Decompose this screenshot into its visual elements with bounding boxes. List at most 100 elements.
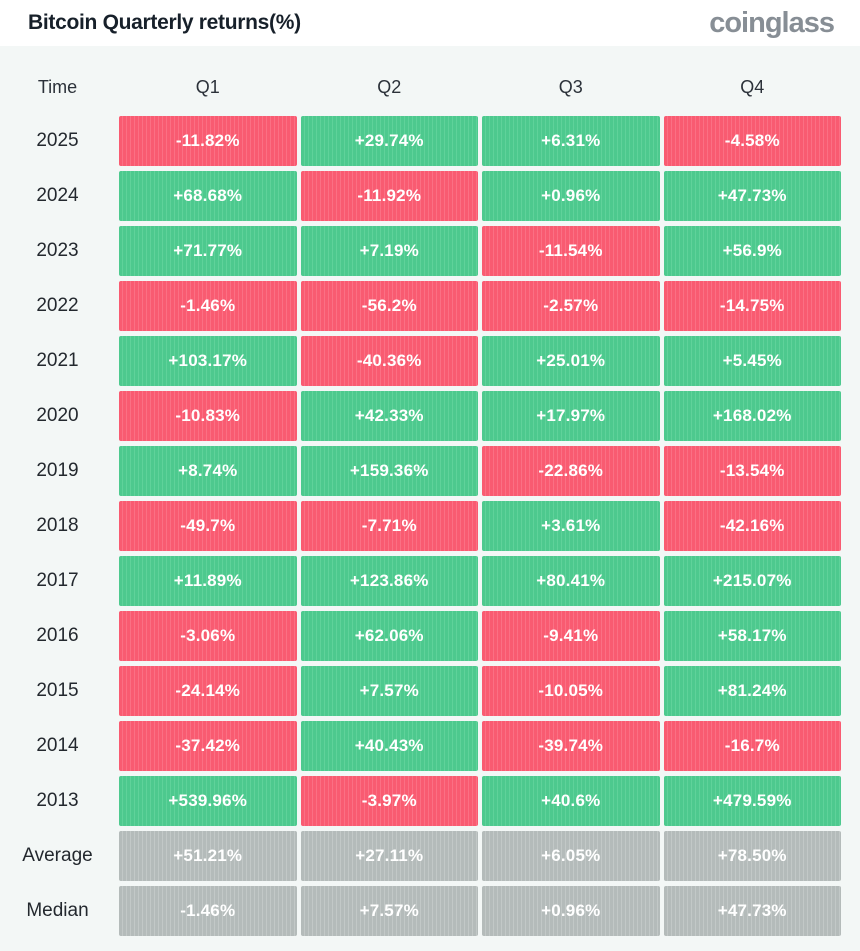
return-cell: -22.86%: [482, 446, 660, 496]
return-cell: +8.74%: [119, 446, 297, 496]
table-row: 2016 -3.06% +62.06% -9.41% +58.17%: [0, 611, 841, 661]
row-label: 2025: [36, 130, 79, 151]
return-cell: +6.05%: [482, 831, 660, 881]
return-cell: +5.45%: [663, 336, 841, 386]
return-cell: +29.74%: [300, 116, 478, 166]
return-cell: +103.17%: [119, 336, 297, 386]
row-label: 2017: [36, 570, 79, 591]
return-cell: +7.19%: [300, 226, 478, 276]
table-row: 2018 -49.7% -7.71% +3.61% -42.16%: [0, 501, 841, 551]
return-cell: +123.86%: [300, 556, 478, 606]
return-cell: -9.41%: [482, 611, 660, 661]
return-cell: +71.77%: [119, 226, 297, 276]
return-cell: -11.54%: [482, 226, 660, 276]
return-cell: -13.54%: [663, 446, 841, 496]
row-label: 2015: [36, 680, 79, 701]
return-cell: +47.73%: [663, 171, 841, 221]
return-cell: -7.71%: [300, 501, 478, 551]
return-cell: +17.97%: [482, 391, 660, 441]
return-cell: -40.36%: [300, 336, 478, 386]
return-cell: -11.92%: [300, 171, 478, 221]
return-cell: -24.14%: [119, 666, 297, 716]
table-row: 2024 +68.68% -11.92% +0.96% +47.73%: [0, 171, 841, 221]
return-cell: -2.57%: [482, 281, 660, 331]
table-row: Average +51.21% +27.11% +6.05% +78.50%: [0, 831, 841, 881]
row-label: Average: [22, 845, 93, 866]
return-cell: +11.89%: [119, 556, 297, 606]
return-cell: -16.7%: [663, 721, 841, 771]
row-label: 2024: [36, 185, 79, 206]
column-header-time: Time: [37, 76, 78, 97]
column-header-q2: Q2: [377, 76, 402, 97]
return-cell: +80.41%: [482, 556, 660, 606]
return-cell: -10.05%: [482, 666, 660, 716]
table-row: 2019 +8.74% +159.36% -22.86% -13.54%: [0, 446, 841, 496]
return-cell: +0.96%: [482, 886, 660, 936]
table-row: Median -1.46% +7.57% +0.96% +47.73%: [0, 886, 841, 936]
row-label: 2016: [36, 625, 79, 646]
return-cell: +81.24%: [663, 666, 841, 716]
return-cell: -3.06%: [119, 611, 297, 661]
column-header-row: Time Q1 Q2 Q3 Q4: [0, 46, 841, 116]
return-cell: +25.01%: [482, 336, 660, 386]
return-cell: -10.83%: [119, 391, 297, 441]
table-row: 2015 -24.14% +7.57% -10.05% +81.24%: [0, 666, 841, 716]
table-row: 2020 -10.83% +42.33% +17.97% +168.02%: [0, 391, 841, 441]
return-cell: -3.97%: [300, 776, 478, 826]
table-row: 2013 +539.96% -3.97% +40.6% +479.59%: [0, 776, 841, 826]
return-cell: +42.33%: [300, 391, 478, 441]
return-cell: +27.11%: [300, 831, 478, 881]
row-label: 2021: [36, 350, 79, 371]
return-cell: -37.42%: [119, 721, 297, 771]
return-cell: -1.46%: [119, 886, 297, 936]
column-header-q3: Q3: [558, 76, 583, 97]
return-cell: +539.96%: [119, 776, 297, 826]
header-bar: Bitcoin Quarterly returns(%) coinglass: [0, 0, 860, 46]
return-cell: -4.58%: [663, 116, 841, 166]
return-cell: -14.75%: [663, 281, 841, 331]
returns-table-body: 2025 -11.82% +29.74% +6.31% -4.58% 2024 +68.68…: [0, 116, 860, 936]
row-label: 2019: [36, 460, 79, 481]
table-row: 2025 -11.82% +29.74% +6.31% -4.58%: [0, 116, 841, 166]
return-cell: +51.21%: [119, 831, 297, 881]
return-cell: +58.17%: [663, 611, 841, 661]
row-label: 2023: [36, 240, 79, 261]
return-cell: -42.16%: [663, 501, 841, 551]
return-cell: +0.96%: [482, 171, 660, 221]
table-row: 2014 -37.42% +40.43% -39.74% -16.7%: [0, 721, 841, 771]
return-cell: +47.73%: [663, 886, 841, 936]
return-cell: -1.46%: [119, 281, 297, 331]
return-cell: +40.43%: [300, 721, 478, 771]
return-cell: +62.06%: [300, 611, 478, 661]
return-cell: -39.74%: [482, 721, 660, 771]
row-label: Median: [26, 900, 89, 921]
return-cell: +7.57%: [300, 666, 478, 716]
table-row: 2023 +71.77% +7.19% -11.54% +56.9%: [0, 226, 841, 276]
column-header-q1: Q1: [195, 76, 220, 97]
row-label: 2013: [36, 790, 79, 811]
table-row: 2021 +103.17% -40.36% +25.01% +5.45%: [0, 336, 841, 386]
column-header-q4: Q4: [740, 76, 765, 97]
return-cell: +78.50%: [663, 831, 841, 881]
table-row: 2017 +11.89% +123.86% +80.41% +215.07%: [0, 556, 841, 606]
return-cell: -56.2%: [300, 281, 478, 331]
return-cell: +168.02%: [663, 391, 841, 441]
row-label: 2022: [36, 295, 79, 316]
return-cell: -11.82%: [119, 116, 297, 166]
return-cell: +479.59%: [663, 776, 841, 826]
page-title: Bitcoin Quarterly returns(%): [28, 11, 301, 34]
row-label: 2014: [36, 735, 79, 756]
return-cell: +6.31%: [482, 116, 660, 166]
return-cell: +68.68%: [119, 171, 297, 221]
return-cell: +159.36%: [300, 446, 478, 496]
return-cell: +40.6%: [482, 776, 660, 826]
return-cell: +3.61%: [482, 501, 660, 551]
return-cell: +215.07%: [663, 556, 841, 606]
return-cell: -49.7%: [119, 501, 297, 551]
table-row: 2022 -1.46% -56.2% -2.57% -14.75%: [0, 281, 841, 331]
row-label: 2018: [36, 515, 79, 536]
coinglass-logo: coinglass: [709, 6, 835, 39]
return-cell: +7.57%: [300, 886, 478, 936]
row-label: 2020: [36, 405, 79, 426]
return-cell: +56.9%: [663, 226, 841, 276]
